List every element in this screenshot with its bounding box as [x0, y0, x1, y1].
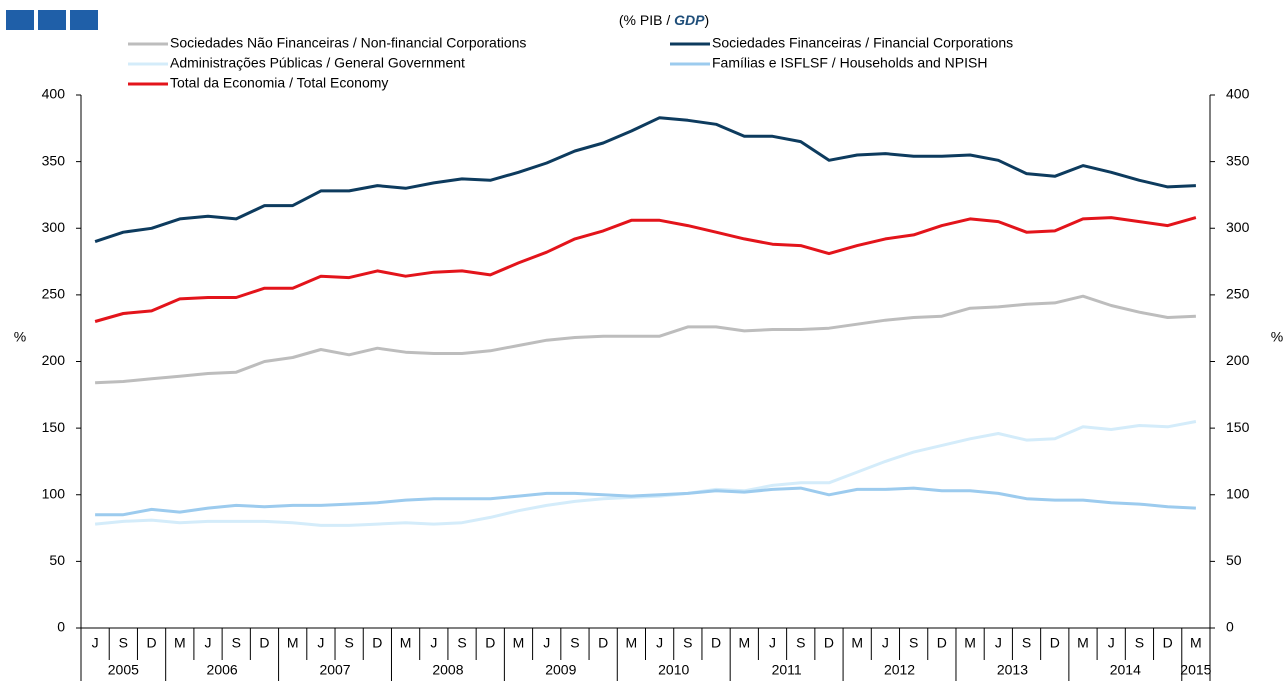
y-tick-label: 100 — [42, 485, 66, 501]
subtitle: (% PIB / GDP) — [619, 12, 709, 28]
x-tick-label: D — [259, 635, 269, 651]
y2-tick-label: 50 — [1226, 552, 1242, 568]
x-tick-label: M — [1190, 635, 1202, 651]
x-tick-label: S — [683, 635, 692, 651]
x-tick-label: S — [457, 635, 466, 651]
x-tick-label: S — [909, 635, 918, 651]
y-tick-label: 200 — [42, 352, 66, 368]
y2-axis-label: % — [1271, 329, 1283, 345]
series-line — [94, 420, 1197, 527]
y-tick-label: 50 — [49, 552, 65, 568]
x-tick-label: J — [205, 635, 212, 651]
x-year-label: 2009 — [545, 662, 576, 678]
y2-tick-label: 150 — [1226, 419, 1250, 435]
y2-tick-label: 300 — [1226, 219, 1250, 235]
x-tick-label: M — [851, 635, 863, 651]
y2-tick-label: 350 — [1226, 152, 1250, 168]
legend-label: Famílias e ISFLSF / Households and NPISH — [712, 55, 987, 71]
series-line — [94, 216, 1197, 323]
x-year-label: 2012 — [884, 662, 915, 678]
x-tick-label: J — [656, 635, 663, 651]
x-year-label: 2013 — [997, 662, 1028, 678]
x-tick-label: S — [232, 635, 241, 651]
x-tick-label: S — [119, 635, 128, 651]
y-axis-label: % — [14, 329, 26, 345]
x-tick-label: M — [287, 635, 299, 651]
x-year-label: 2011 — [772, 662, 802, 678]
x-tick-label: S — [1022, 635, 1031, 651]
x-year-label: 2010 — [658, 662, 689, 678]
y-tick-label: 300 — [42, 219, 66, 235]
logo-block — [70, 10, 98, 30]
series-line — [94, 116, 1196, 244]
x-year-label: 2007 — [319, 662, 350, 678]
y-tick-label: 0 — [57, 619, 65, 635]
x-tick-label: D — [147, 635, 157, 651]
y-tick-label: 350 — [42, 152, 66, 168]
x-year-label: 2008 — [432, 662, 463, 678]
series-line — [95, 486, 1196, 517]
legend-label: Administrações Públicas / General Govern… — [170, 55, 465, 71]
legend-label: Sociedades Financeiras / Financial Corpo… — [712, 35, 1013, 51]
x-tick-label: M — [513, 635, 525, 651]
x-tick-label: J — [430, 635, 437, 651]
x-tick-label: M — [400, 635, 412, 651]
x-tick-label: S — [796, 635, 805, 651]
x-year-label: 2014 — [1110, 662, 1141, 678]
x-tick-label: D — [937, 635, 947, 651]
logo-block — [6, 10, 34, 30]
y2-tick-label: 250 — [1226, 286, 1250, 302]
y2-tick-label: 0 — [1226, 619, 1234, 635]
x-year-label: 2005 — [108, 662, 139, 678]
x-year-label: 2015 — [1180, 662, 1211, 678]
x-year-label: 2006 — [207, 662, 238, 678]
x-tick-label: M — [174, 635, 186, 651]
x-tick-label: D — [1163, 635, 1173, 651]
y2-tick-label: 200 — [1226, 352, 1250, 368]
x-tick-label: S — [344, 635, 353, 651]
y-tick-label: 150 — [42, 419, 66, 435]
x-tick-label: J — [92, 635, 99, 651]
y-tick-label: 250 — [42, 286, 66, 302]
series-line — [95, 294, 1196, 385]
x-tick-label: M — [964, 635, 976, 651]
x-tick-label: M — [626, 635, 638, 651]
x-tick-label: J — [1108, 635, 1115, 651]
logo-block — [38, 10, 66, 30]
x-tick-label: J — [882, 635, 889, 651]
x-tick-label: J — [995, 635, 1002, 651]
x-tick-label: S — [570, 635, 579, 651]
x-tick-label: D — [824, 635, 834, 651]
x-tick-label: D — [372, 635, 382, 651]
x-tick-label: D — [711, 635, 721, 651]
x-tick-label: J — [317, 635, 324, 651]
y2-tick-label: 400 — [1226, 86, 1250, 102]
x-tick-label: M — [1077, 635, 1089, 651]
x-tick-label: M — [738, 635, 750, 651]
x-tick-label: D — [1050, 635, 1060, 651]
legend-label: Sociedades Não Financeiras / Non-financi… — [170, 35, 526, 51]
x-tick-label: D — [598, 635, 608, 651]
y-tick-label: 400 — [42, 86, 66, 102]
x-tick-label: J — [543, 635, 550, 651]
x-tick-label: D — [485, 635, 495, 651]
x-tick-label: J — [769, 635, 776, 651]
x-tick-label: S — [1135, 635, 1144, 651]
y2-tick-label: 100 — [1226, 485, 1250, 501]
legend-label: Total da Economia / Total Economy — [170, 75, 388, 91]
